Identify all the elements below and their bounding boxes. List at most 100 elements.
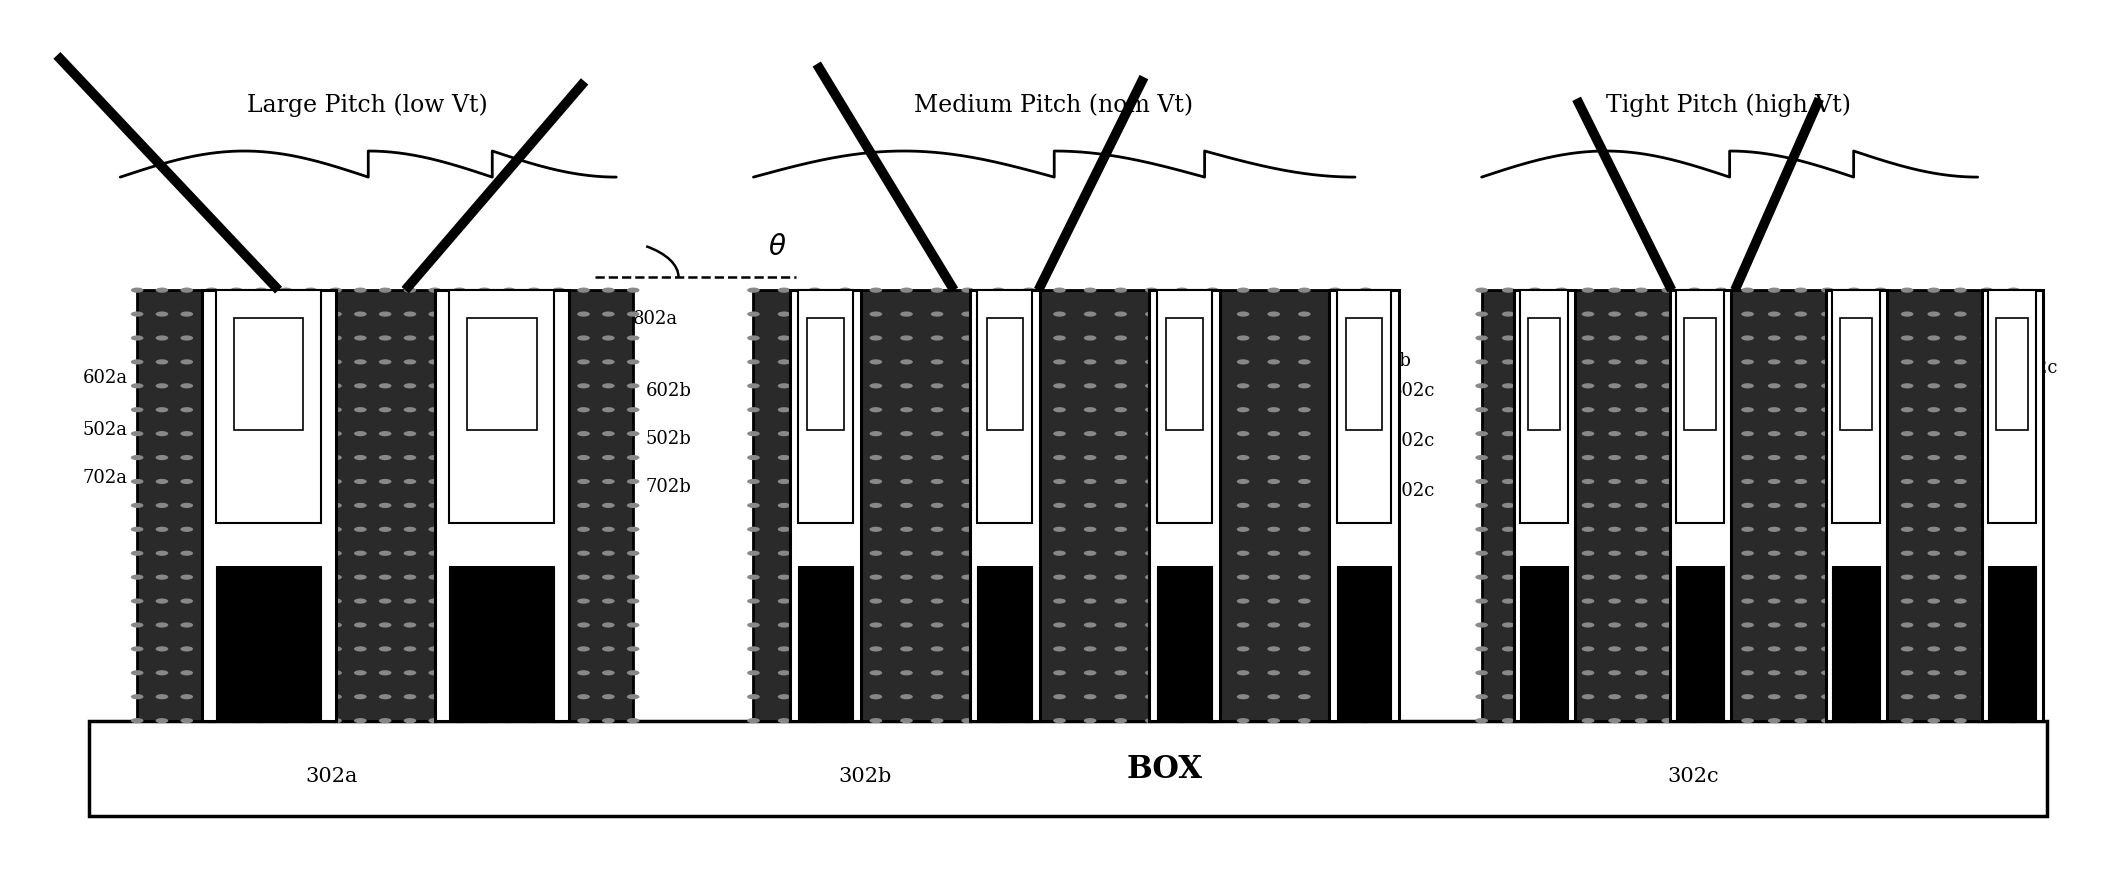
Circle shape [1053, 527, 1066, 532]
Circle shape [553, 695, 566, 700]
Circle shape [1608, 718, 1621, 724]
Circle shape [1267, 336, 1280, 341]
Circle shape [1267, 527, 1280, 532]
Circle shape [453, 384, 466, 389]
Circle shape [155, 718, 167, 724]
Circle shape [962, 623, 975, 628]
Circle shape [2007, 599, 2019, 604]
Circle shape [576, 408, 589, 413]
Circle shape [1714, 599, 1727, 604]
Circle shape [1981, 527, 1994, 532]
Circle shape [403, 336, 415, 341]
Circle shape [453, 503, 466, 509]
Circle shape [1083, 695, 1096, 700]
Circle shape [1848, 695, 1860, 700]
Circle shape [1608, 670, 1621, 675]
Circle shape [479, 646, 492, 652]
Circle shape [1358, 623, 1371, 628]
Circle shape [453, 718, 466, 724]
Bar [1670, 291, 1731, 721]
Circle shape [1820, 480, 1833, 484]
Circle shape [403, 360, 415, 365]
Circle shape [502, 599, 515, 604]
Circle shape [1820, 312, 1833, 317]
Circle shape [479, 718, 492, 724]
Circle shape [1083, 360, 1096, 365]
Circle shape [962, 289, 975, 294]
Circle shape [479, 575, 492, 580]
Circle shape [1767, 336, 1780, 341]
Circle shape [1901, 646, 1913, 652]
Circle shape [1555, 718, 1568, 724]
Circle shape [1581, 527, 1593, 532]
Circle shape [1873, 670, 1886, 675]
Circle shape [305, 289, 318, 294]
Circle shape [992, 575, 1004, 580]
Circle shape [1528, 360, 1541, 365]
Bar [971, 291, 1040, 721]
Circle shape [1358, 503, 1371, 509]
Circle shape [428, 623, 441, 628]
Circle shape [602, 695, 615, 700]
Circle shape [1873, 455, 1886, 460]
Circle shape [1581, 289, 1593, 294]
Circle shape [1820, 503, 1833, 509]
Circle shape [2007, 336, 2019, 341]
Circle shape [328, 503, 341, 509]
Circle shape [1981, 336, 1994, 341]
Circle shape [901, 599, 913, 604]
Circle shape [1714, 646, 1727, 652]
Circle shape [528, 695, 540, 700]
Circle shape [379, 695, 392, 700]
Circle shape [379, 455, 392, 460]
Circle shape [1848, 575, 1860, 580]
Circle shape [992, 551, 1004, 556]
Circle shape [869, 575, 882, 580]
Circle shape [1299, 599, 1312, 604]
Circle shape [1358, 599, 1371, 604]
Circle shape [1795, 360, 1808, 365]
Circle shape [807, 551, 820, 556]
Bar [987, 318, 1023, 430]
Bar [449, 291, 553, 523]
Circle shape [869, 480, 882, 484]
Circle shape [1237, 623, 1250, 628]
Circle shape [1329, 312, 1341, 317]
Circle shape [1053, 431, 1066, 437]
Circle shape [1714, 408, 1727, 413]
Circle shape [627, 718, 640, 724]
Circle shape [1636, 480, 1649, 484]
Circle shape [839, 480, 852, 484]
Circle shape [1636, 408, 1649, 413]
Circle shape [254, 695, 267, 700]
Circle shape [1083, 408, 1096, 413]
Circle shape [1144, 670, 1157, 675]
Circle shape [1023, 312, 1036, 317]
Circle shape [2007, 384, 2019, 389]
Circle shape [1176, 718, 1189, 724]
Circle shape [206, 599, 218, 604]
Circle shape [553, 623, 566, 628]
Circle shape [305, 431, 318, 437]
Circle shape [280, 360, 292, 365]
Circle shape [839, 670, 852, 675]
Circle shape [1555, 431, 1568, 437]
Circle shape [1299, 503, 1312, 509]
Circle shape [1237, 718, 1250, 724]
Circle shape [1661, 718, 1674, 724]
Circle shape [231, 623, 244, 628]
Circle shape [992, 384, 1004, 389]
Circle shape [1299, 455, 1312, 460]
Circle shape [1981, 646, 1994, 652]
Circle shape [1237, 289, 1250, 294]
Circle shape [1267, 360, 1280, 365]
Circle shape [839, 646, 852, 652]
Circle shape [1661, 360, 1674, 365]
Circle shape [1115, 695, 1127, 700]
Circle shape [502, 670, 515, 675]
Circle shape [502, 289, 515, 294]
Circle shape [1873, 503, 1886, 509]
Circle shape [1981, 575, 1994, 580]
Circle shape [778, 670, 790, 675]
Circle shape [1742, 646, 1755, 652]
